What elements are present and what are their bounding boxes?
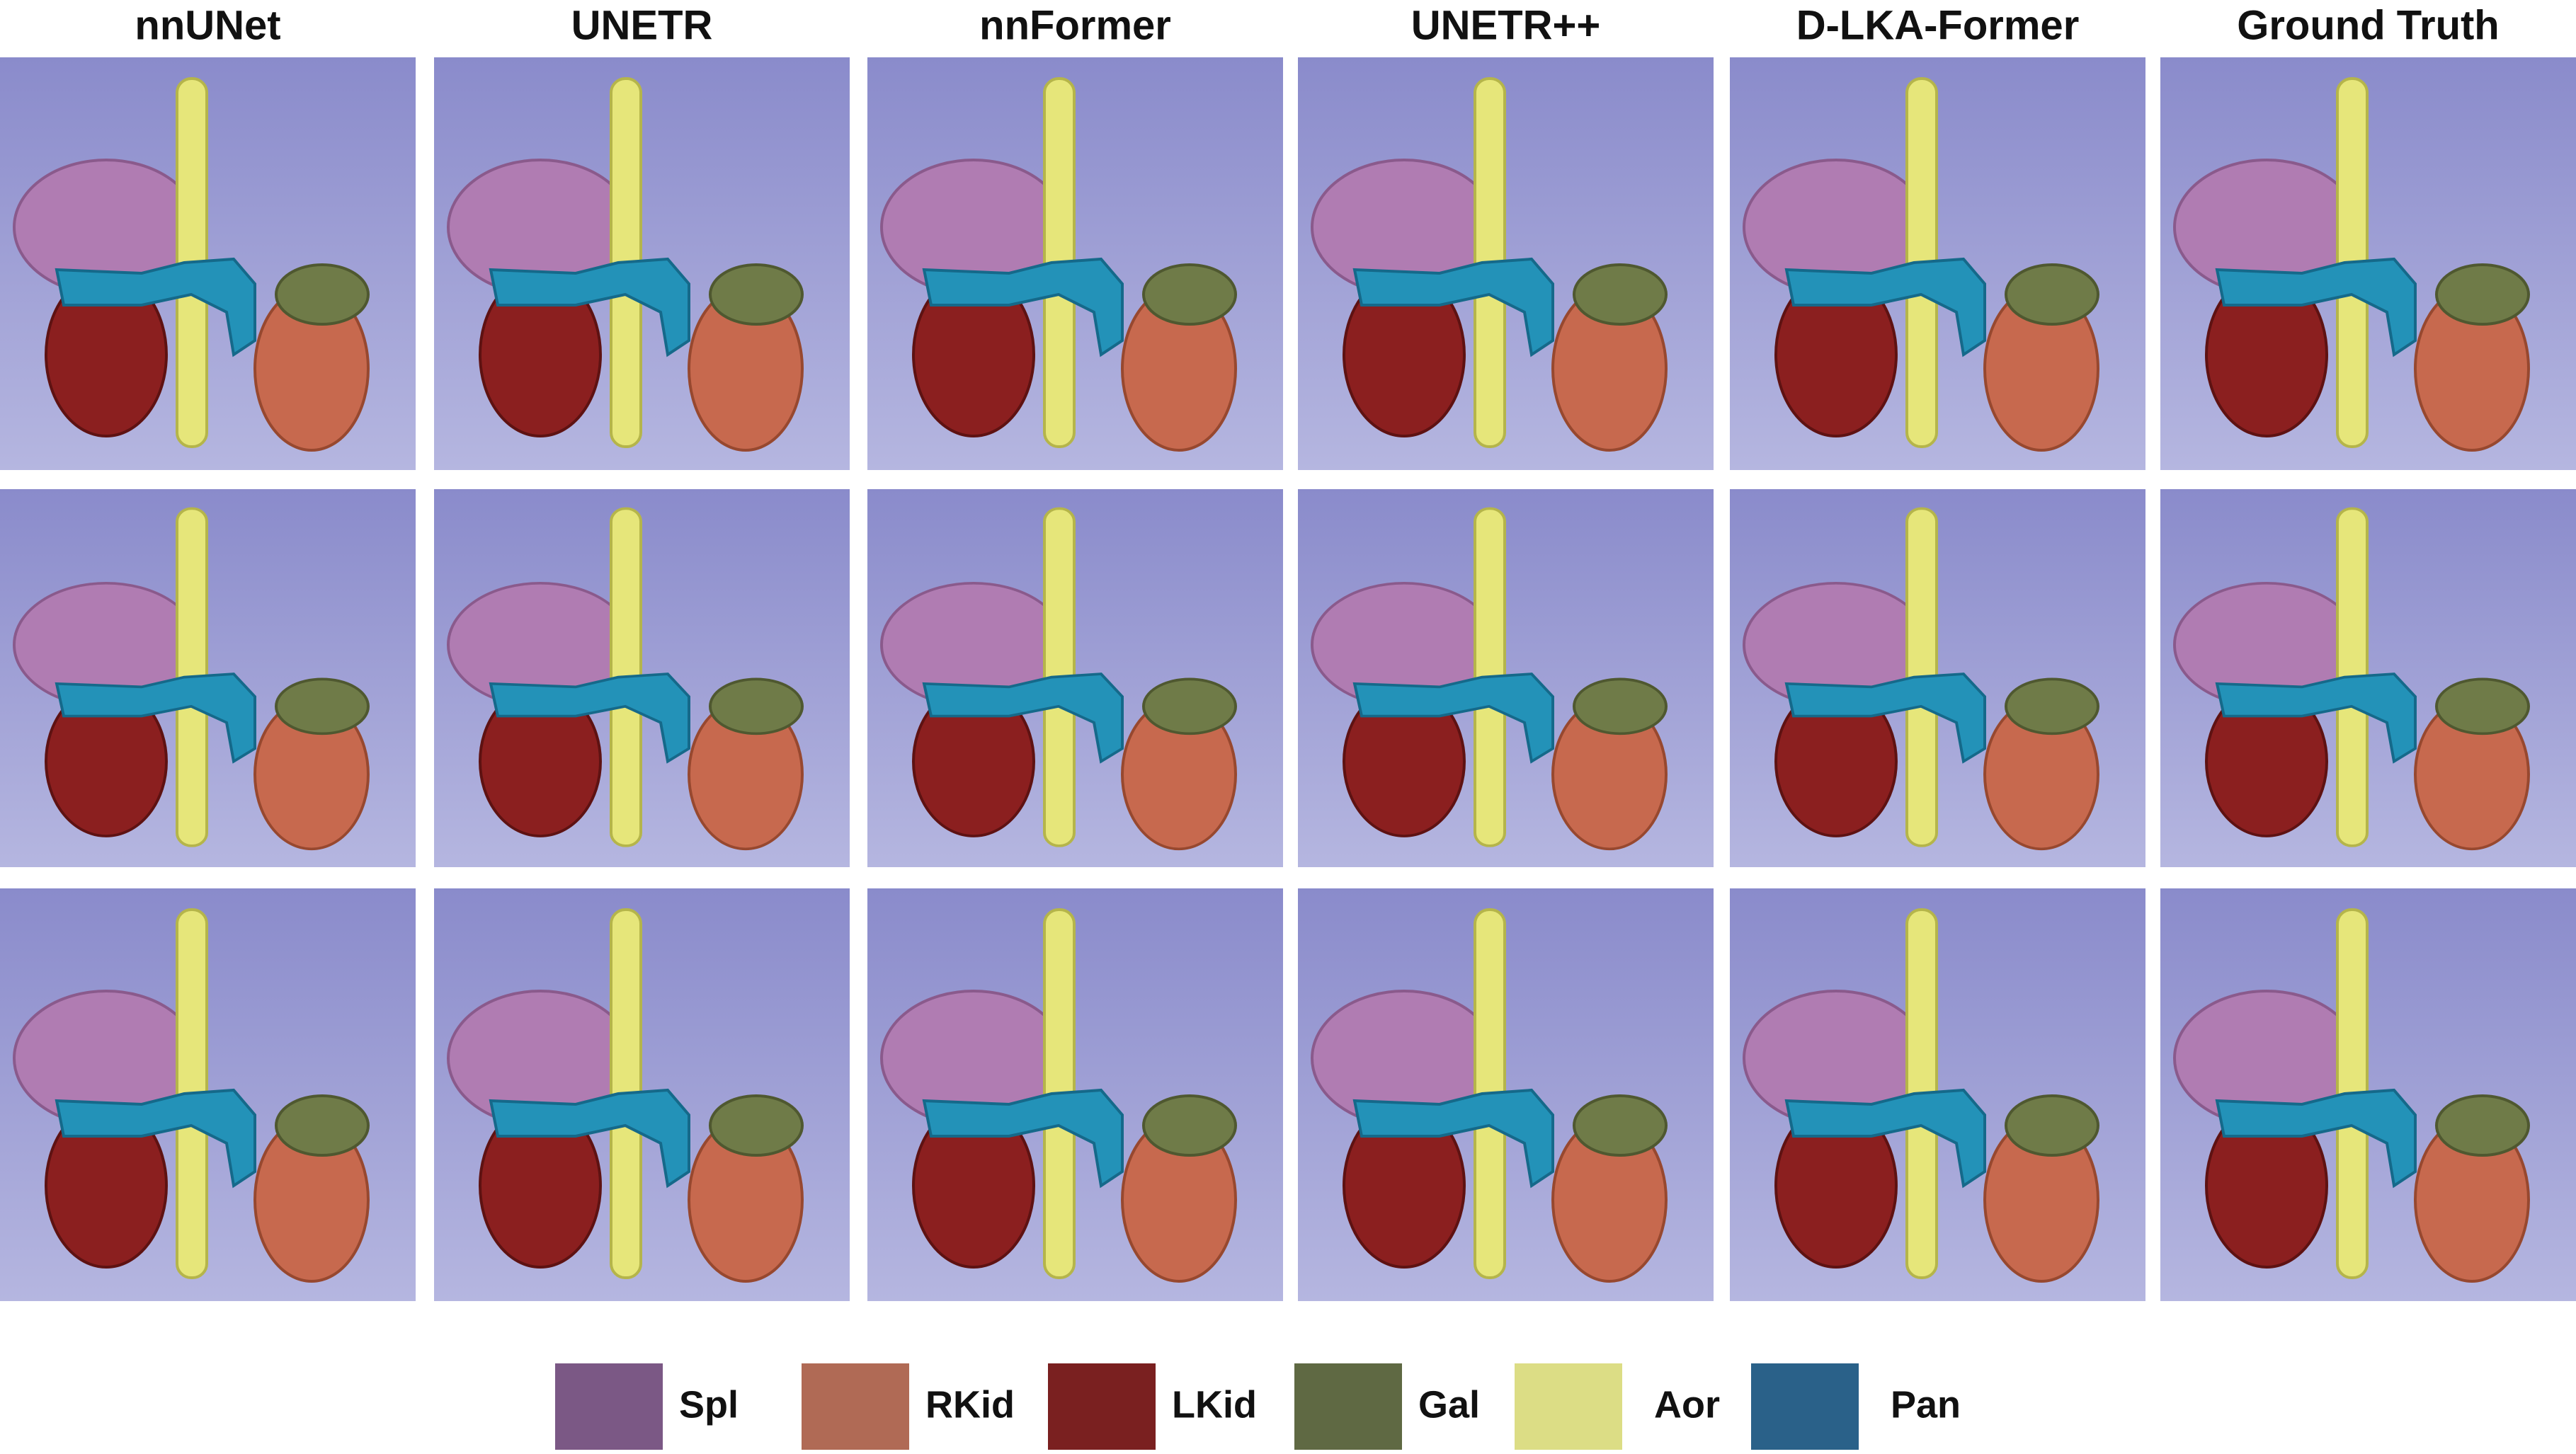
rendering: [1728, 488, 2147, 869]
column-title: nnUNet: [135, 2, 280, 48]
column-title: UNETR: [571, 2, 713, 48]
column-titles: nnUNet UNETR nnFormer UNETR++ D-LKA-Former Gr…: [135, 2, 2499, 48]
legend-swatch: [1294, 1363, 1402, 1450]
legend-label: Pan: [1891, 1383, 1961, 1426]
rendering: [0, 488, 417, 869]
rendering: [866, 887, 1284, 1303]
legend-swatch: [555, 1363, 663, 1450]
rendering: [1728, 887, 2147, 1303]
rendering: [866, 488, 1284, 869]
panel-grid: [0, 56, 2576, 1303]
rendering: [1728, 56, 2147, 471]
rendering: [1296, 56, 1715, 471]
column-title: Ground Truth: [2237, 2, 2500, 48]
rendering: [1296, 488, 1715, 869]
rendering: [0, 56, 417, 471]
rendering: [2159, 887, 2576, 1303]
column-title: D-LKA-Former: [1796, 2, 2080, 48]
legend-label: Spl: [679, 1383, 739, 1426]
legend-swatch: [1751, 1363, 1859, 1450]
legend-label: Gal: [1418, 1383, 1480, 1426]
legend-swatch: [1048, 1363, 1156, 1450]
legend: Spl RKid LKid Gal Aor Pan: [555, 1363, 1961, 1450]
column-title: UNETR++: [1411, 2, 1601, 48]
rendering: [1296, 887, 1715, 1303]
legend-swatch: [1515, 1363, 1622, 1450]
column-title: nnFormer: [979, 2, 1171, 48]
rendering: [433, 887, 851, 1303]
legend-label: Aor: [1654, 1383, 1720, 1426]
legend-label: LKid: [1172, 1383, 1257, 1426]
legend-label: RKid: [925, 1383, 1015, 1426]
rendering: [433, 488, 851, 869]
legend-swatch: [802, 1363, 909, 1450]
rendering: [2159, 488, 2576, 869]
rendering: [0, 887, 417, 1303]
rendering: [2159, 56, 2576, 471]
rendering: [866, 56, 1284, 471]
rendering: [433, 56, 851, 471]
